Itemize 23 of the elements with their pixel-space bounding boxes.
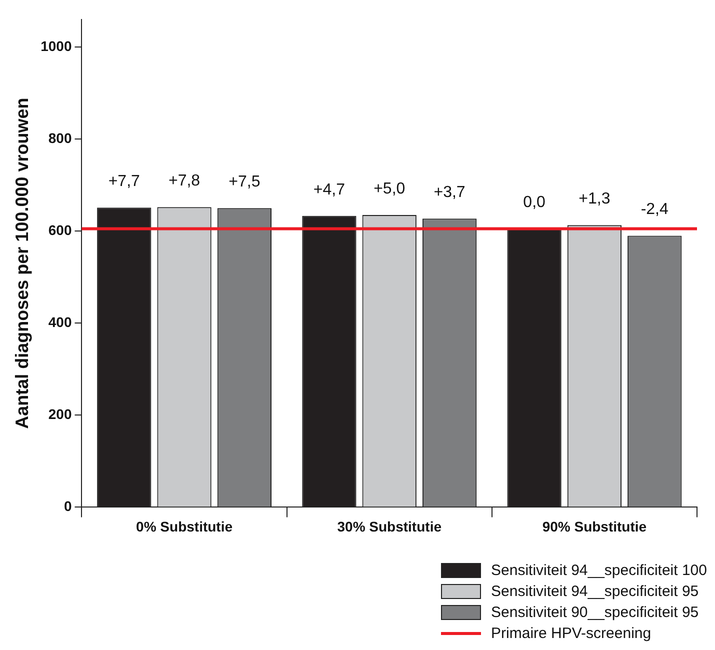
- annotation: +7,8: [168, 172, 200, 190]
- x-tick-label: 90% Substitutie: [542, 518, 647, 534]
- annotation: 0,0: [523, 194, 546, 212]
- y-tick-label: 200: [48, 406, 72, 422]
- annotation: +4,7: [313, 181, 346, 198]
- x-tick-label: 0% Substitutie: [136, 518, 233, 534]
- annotation: +5,0: [374, 180, 406, 198]
- legend-label: Primaire HPV-screening: [491, 625, 652, 642]
- legend-label: Sensitiviteit 94__specificiteit 95: [491, 583, 699, 600]
- annotation: +1,3: [578, 190, 610, 208]
- annotation: -2,4: [640, 201, 668, 218]
- y-tick-label: 800: [48, 130, 72, 146]
- legend-label: Sensitiviteit 94__specificiteit 100: [491, 562, 707, 579]
- annotation: +7,5: [228, 173, 260, 190]
- annotation: +3,7: [434, 184, 466, 202]
- y-tick-label: 600: [48, 222, 72, 238]
- legend-label: Sensitiviteit 90__specificiteit 95: [491, 604, 699, 621]
- y-tick-label: 1000: [40, 38, 72, 54]
- y-tick-label: 400: [48, 314, 72, 330]
- y-axis-title: Aantal diagnoses per 100.000 vrouwen: [12, 98, 32, 429]
- y-tick-label: 0: [64, 498, 72, 514]
- annotation: +7,7: [108, 173, 140, 190]
- x-tick-label: 30% Substitutie: [337, 518, 442, 534]
